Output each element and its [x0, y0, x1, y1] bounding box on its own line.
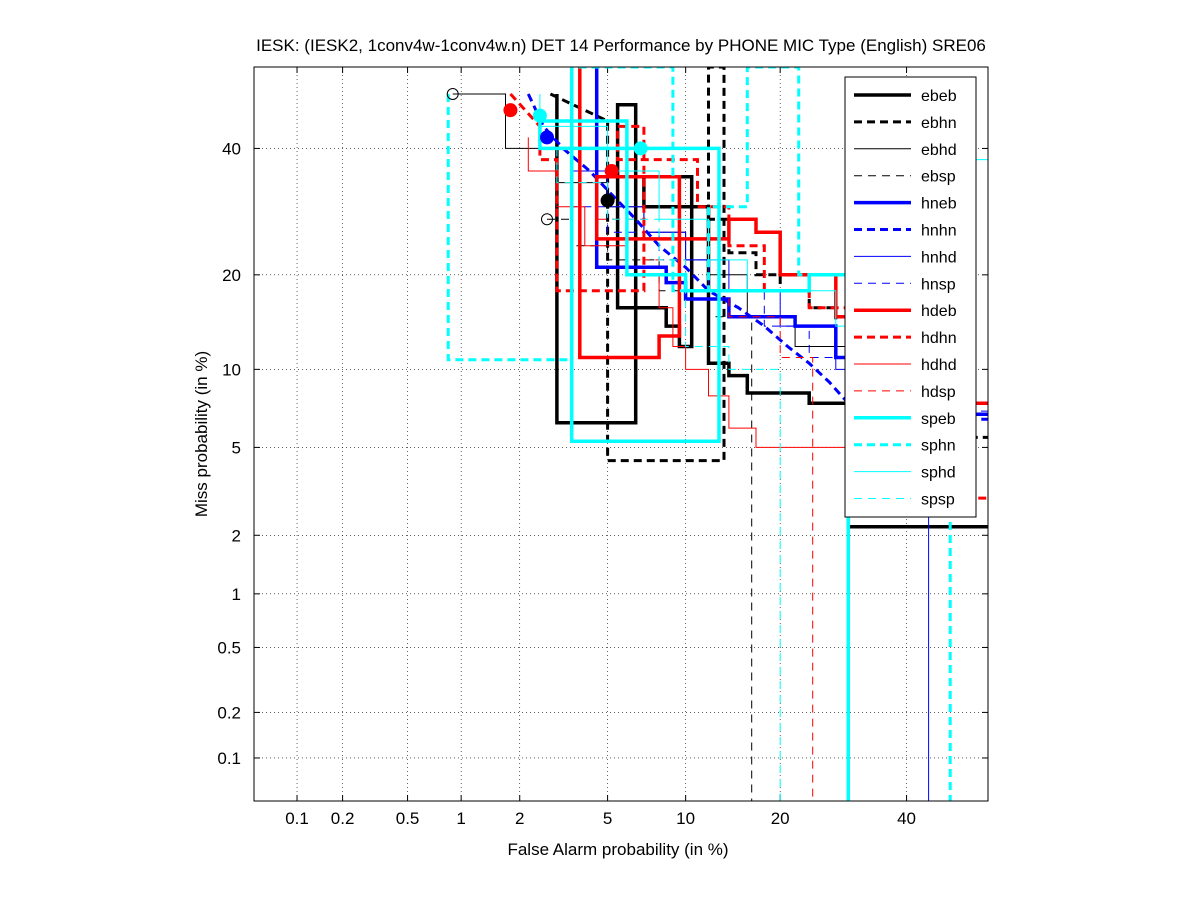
legend-label: ebsp	[921, 169, 956, 186]
y-axis-label: Miss probability (in %)	[192, 351, 211, 517]
legend-label: hdhn	[921, 330, 957, 347]
x-tick-label: 40	[897, 809, 916, 828]
legend-label: ebhn	[921, 115, 957, 132]
legend-label: sphn	[921, 438, 956, 455]
legend-label: hneb	[921, 196, 957, 213]
series-line-hnhn	[526, 93, 988, 421]
y-tick-label: 5	[232, 438, 241, 457]
marker-group	[446, 87, 648, 226]
series-marker	[600, 193, 615, 208]
x-tick-label: 2	[515, 809, 524, 828]
legend-label: hnhd	[921, 249, 957, 266]
x-tick-label: 0.1	[285, 809, 309, 828]
x-tick-label: 10	[676, 809, 695, 828]
y-axis-ticks: 0.1 0.2 0.5 1 2 5 10 20 40	[217, 139, 988, 768]
series-marker	[604, 164, 619, 179]
series-line-spsp	[556, 148, 781, 801]
series-marker	[633, 141, 648, 156]
series-marker	[540, 130, 555, 145]
y-tick-label: 20	[222, 266, 241, 285]
x-axis-label: False Alarm probability (in %)	[507, 840, 728, 859]
legend-label: hnhn	[921, 223, 957, 240]
legend-label: ebhd	[921, 142, 957, 159]
plot-frame	[253, 66, 989, 802]
legend-label: hdeb	[921, 303, 957, 320]
y-tick-label: 0.2	[217, 703, 241, 722]
x-tick-label: 0.5	[396, 809, 420, 828]
series-marker	[446, 87, 459, 100]
x-tick-label: 0.2	[331, 809, 355, 828]
legend-label: hdhd	[921, 357, 957, 374]
x-tick-label: 5	[603, 809, 612, 828]
legend-label: sphd	[921, 465, 956, 482]
series-marker	[532, 108, 547, 123]
legend-label: hdsp	[921, 384, 956, 401]
series-line-speb	[538, 67, 851, 801]
y-tick-label: 0.1	[217, 749, 241, 768]
y-tick-label: 0.5	[217, 638, 241, 657]
x-tick-label: 20	[771, 809, 790, 828]
chart-title: IESK: (IESK2, 1conv4w-1conv4w.n) DET 14 …	[256, 36, 986, 55]
y-tick-label: 1	[232, 585, 241, 604]
x-tick-label: 1	[456, 809, 465, 828]
legend-label: speb	[921, 411, 956, 428]
y-tick-label: 10	[222, 360, 241, 379]
legend-label: spsp	[921, 492, 955, 509]
y-tick-label: 2	[232, 526, 241, 545]
y-tick-label: 40	[222, 139, 241, 158]
legend-label: ebeb	[921, 88, 957, 105]
legend: ebeb ebhn ebhd ebsp hneb hnhn hnhd hnsp hdeb hdhn…	[844, 76, 977, 518]
series-marker	[541, 213, 554, 226]
series-marker	[503, 103, 518, 118]
legend-label: hnsp	[921, 276, 956, 293]
